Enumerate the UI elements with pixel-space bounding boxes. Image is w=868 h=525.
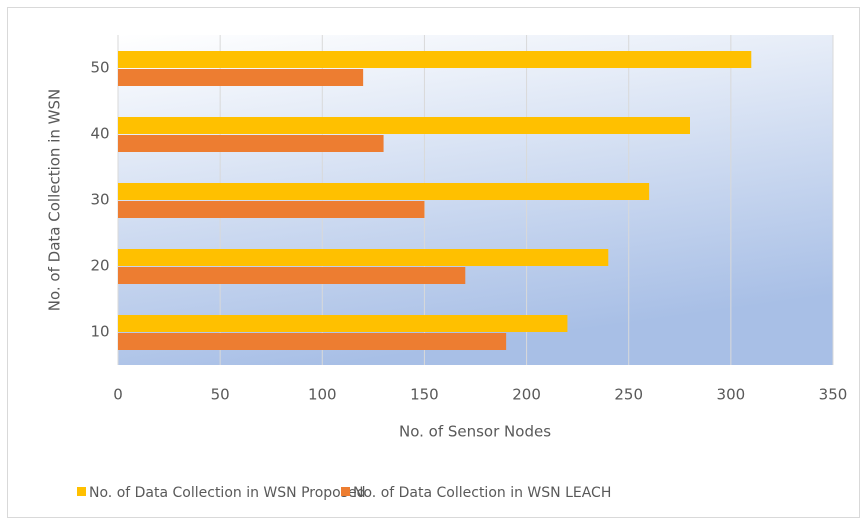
x-tick-label: 300	[717, 386, 746, 404]
y-tick-label: 10	[90, 323, 109, 341]
x-tick-label: 200	[512, 386, 541, 404]
bar	[118, 183, 650, 200]
bar	[118, 267, 466, 284]
legend-label: No. of Data Collection in WSN Proposed	[89, 485, 366, 501]
legend-label: No. of Data Collection in WSN LEACH	[353, 485, 611, 501]
x-tick-label: 50	[211, 386, 230, 404]
y-tick-label: 20	[90, 257, 109, 275]
x-tick-label: 250	[614, 386, 643, 404]
y-axis-title: No. of Data Collection in WSN	[46, 89, 64, 311]
bar	[118, 117, 690, 134]
x-tick-label: 0	[113, 386, 123, 404]
legend-swatch	[77, 487, 86, 496]
x-tick-label: 150	[410, 386, 439, 404]
x-tick-label: 350	[819, 386, 848, 404]
y-tick-label: 40	[90, 125, 109, 143]
y-tick-label: 50	[90, 59, 109, 77]
bar	[118, 69, 364, 86]
x-axis-title: No. of Sensor Nodes	[399, 423, 551, 441]
bar	[118, 51, 752, 68]
y-tick-label: 30	[90, 191, 109, 209]
bar	[118, 333, 507, 350]
bar	[118, 201, 425, 218]
legend-swatch	[341, 487, 350, 496]
bar	[118, 249, 609, 266]
bar	[118, 315, 568, 332]
bar	[118, 135, 384, 152]
x-tick-label: 100	[308, 386, 337, 404]
